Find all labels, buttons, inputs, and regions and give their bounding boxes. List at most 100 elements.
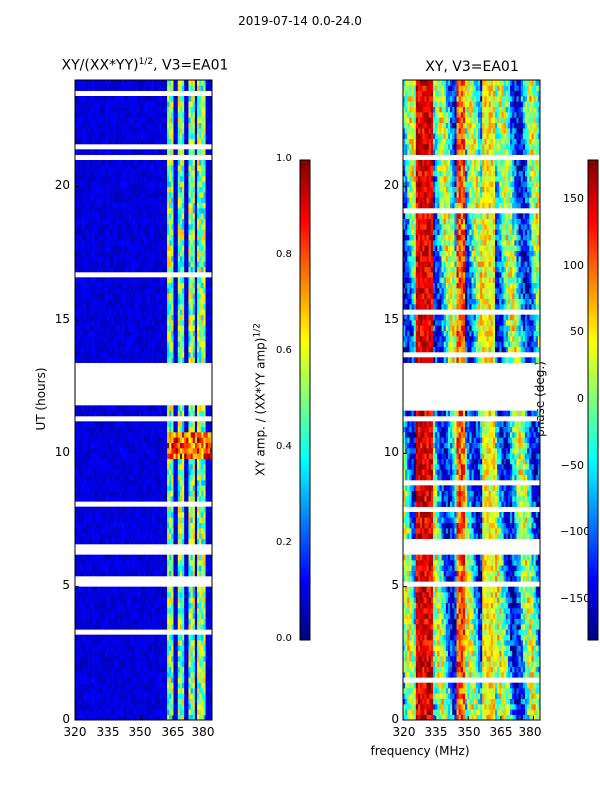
heatmap-cell [149,421,153,427]
heatmap-cell [156,288,159,294]
heatmap-cell [156,634,159,641]
heatmap-cell [184,245,187,251]
heatmap-cell [147,325,151,331]
heatmap-cell [98,512,101,518]
heatmap-cell [94,661,97,667]
heatmap-cell [119,410,123,417]
heatmap-cell [115,602,119,609]
heatmap-cell [134,677,138,683]
heatmap-cell [137,224,140,230]
heatmap-cell [132,250,136,257]
heatmap-cell [109,709,112,715]
heatmap-cell [162,256,166,262]
heatmap-cell [102,410,106,417]
heatmap-cell [81,320,84,326]
heatmap-cell [184,645,187,651]
heatmap-cell [124,554,127,561]
heatmap-cell [128,325,131,331]
heatmap-cell [85,341,89,347]
heatmap-cell [89,330,93,337]
heatmap-cell [167,224,170,230]
heatmap-cell [96,586,99,593]
heatmap-cell [205,608,209,614]
heatmap-cell [111,634,114,641]
heatmap-cell [177,474,181,481]
heatmap-cell [175,352,179,358]
heatmap-cell [122,677,125,683]
heatmap-cell [175,714,179,721]
heatmap-cell [98,314,101,321]
heatmap-cell [141,320,144,326]
heatmap-cell [119,698,123,705]
heatmap-cell [190,688,194,694]
heatmap-cell [152,640,155,646]
heatmap-cell [171,341,174,347]
heatmap-cell [167,666,170,673]
heatmap-cell [194,474,198,481]
heatmap-cell [160,512,164,518]
heatmap-cell [184,640,187,646]
heatmap-cell [139,554,142,561]
heatmap-cell [149,426,153,433]
heatmap-cell [132,421,136,427]
heatmap-cell [128,506,131,513]
heatmap-cell [207,293,211,299]
heatmap-cell [130,224,134,230]
heatmap-cell [119,357,123,363]
heatmap-cell [179,432,183,438]
heatmap-cell [177,698,181,705]
heatmap-cell [128,250,131,257]
heatmap-cell [171,512,174,518]
heatmap-cell [173,421,176,427]
heatmap-cell [79,304,82,310]
heatmap-cell [119,714,123,721]
heatmap-cell [194,677,198,683]
heatmap-cell [100,666,104,673]
heatmap-cell [75,341,78,347]
heatmap-cell [145,234,149,241]
heatmap-cell [85,522,89,529]
heatmap-cell [171,282,174,289]
heatmap-cell [77,218,80,225]
heatmap-cell [147,704,151,710]
heatmap-cell [139,341,142,347]
heatmap-cell [158,336,161,342]
heatmap-cell [119,693,123,699]
heatmap-cell [197,645,200,651]
heatmap-cell [77,325,80,331]
heatmap-cell [134,282,138,289]
heatmap-cell [111,448,114,454]
heatmap-cell [87,240,91,246]
heatmap-cell [98,656,101,662]
heatmap-cell [132,336,136,342]
heatmap-cell [77,528,80,534]
heatmap-cell [132,613,136,619]
heatmap-cell [162,677,166,683]
heatmap-cell [122,309,125,315]
heatmap-cell [209,341,213,347]
heatmap-cell [175,522,179,529]
heatmap-cell [77,656,80,662]
heatmap-cell [167,341,170,347]
heatmap-cell [162,656,166,662]
heatmap-cell [100,592,104,598]
heatmap-cell [137,421,140,427]
heatmap-cell [87,442,91,449]
heatmap-cell [117,410,121,417]
heatmap-cell [207,458,211,465]
heatmap-cell [188,346,191,353]
heatmap-cell [156,554,159,561]
heatmap-cell [92,597,95,603]
heatmap-cell [75,661,78,667]
heatmap-cell [162,224,166,230]
heatmap-cell [75,634,78,641]
heatmap-cell [145,410,149,417]
heatmap-cell [79,677,82,683]
heatmap-cell [184,261,187,267]
heatmap-cell [147,709,151,715]
phase-colorbar-tick: 150 [563,192,584,205]
heatmap-cell [152,250,155,257]
heatmap-cell [182,496,185,502]
heatmap-cell [207,485,211,491]
heatmap-cell [77,288,80,294]
